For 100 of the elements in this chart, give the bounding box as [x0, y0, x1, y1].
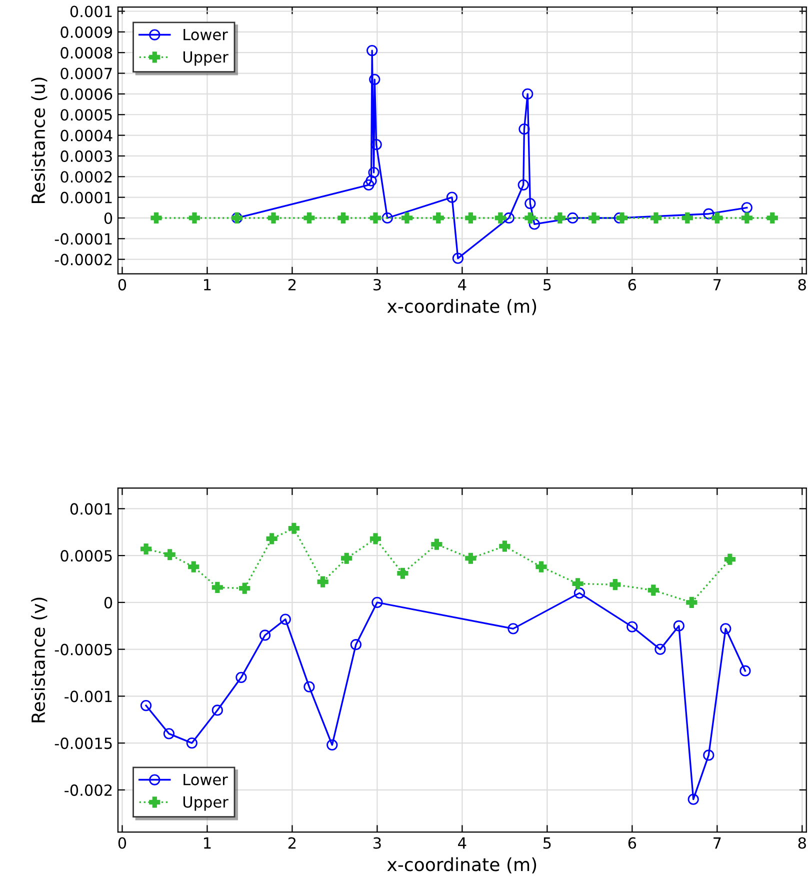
point: [372, 596, 383, 608]
y-tick-label: 0.0008: [60, 47, 112, 59]
point: [382, 212, 393, 224]
point: [140, 543, 152, 555]
point: [259, 630, 271, 641]
point: [499, 540, 510, 552]
x-tick-label: 3: [373, 278, 381, 290]
x-tick-label: 0: [118, 837, 126, 849]
point: [401, 212, 412, 224]
point: [465, 552, 476, 564]
point: [610, 579, 621, 590]
point: [688, 794, 699, 805]
y-tick-label: 0.0001: [60, 192, 112, 204]
point: [494, 212, 506, 224]
point: [712, 212, 723, 224]
point: [720, 623, 732, 634]
y-tick-label: 0.0004: [60, 130, 112, 142]
legend-label: Lower: [184, 774, 228, 786]
point: [163, 728, 175, 740]
y-tick-label: -0.0001: [54, 233, 112, 245]
x-tick-label: 0: [118, 278, 126, 290]
x-tick-label: 4: [458, 279, 466, 290]
point: [588, 212, 600, 224]
point: [626, 621, 638, 632]
point: [212, 582, 223, 593]
point: [368, 166, 380, 178]
x-tick-label: 8: [798, 278, 806, 290]
y-tick-label: 0.0005: [60, 109, 112, 121]
point: [186, 737, 198, 749]
point: [432, 212, 444, 224]
point: [341, 552, 352, 564]
point: [431, 538, 442, 550]
x-axis-title: x-coordinate (m): [387, 299, 536, 316]
point: [370, 212, 382, 224]
point: [350, 639, 362, 650]
point: [554, 212, 566, 224]
point: [288, 522, 300, 534]
point: [150, 212, 162, 224]
legend-label: Upper: [183, 51, 228, 66]
point: [188, 212, 200, 224]
y-tick-label: 0: [104, 596, 112, 608]
point: [536, 561, 547, 572]
x-tick-label: 1: [204, 279, 211, 290]
legend-label: Upper: [183, 796, 228, 811]
x-tick-label: 7: [714, 837, 721, 849]
x-axis-title: x-coordinate (m): [387, 857, 536, 874]
y-axis-title: Resistance (u): [31, 78, 48, 203]
y-tick-label: -0.0005: [54, 644, 112, 656]
point: [673, 620, 684, 632]
point: [686, 596, 698, 608]
point: [164, 549, 176, 560]
point: [366, 175, 377, 186]
x-tick-label: 6: [628, 837, 636, 849]
point: [616, 212, 628, 224]
point: [338, 212, 349, 224]
point: [465, 212, 476, 224]
point: [369, 74, 380, 86]
point: [524, 212, 536, 224]
point: [268, 212, 280, 224]
y-axis-title: Resistance (v): [31, 598, 48, 722]
legend-label: Lower: [184, 28, 228, 40]
y-tick-label: -0.0002: [54, 254, 112, 266]
x-tick-label: 3: [373, 837, 381, 849]
point: [188, 561, 200, 572]
point: [682, 212, 693, 224]
point: [567, 212, 578, 224]
point: [304, 212, 315, 224]
point: [518, 124, 530, 135]
point: [528, 218, 540, 230]
x-tick-label: 8: [798, 837, 806, 849]
y-tick-label: -0.002: [64, 784, 112, 796]
y-tick-label: 0.001: [70, 503, 112, 515]
x-tick-label: 5: [543, 837, 551, 849]
point: [266, 533, 278, 544]
point: [518, 179, 529, 190]
point: [574, 588, 586, 599]
point: [766, 212, 778, 224]
point: [648, 584, 659, 596]
point: [741, 212, 752, 224]
point: [703, 750, 714, 761]
point: [397, 568, 408, 579]
point: [370, 533, 382, 544]
point: [239, 582, 250, 594]
y-tick-label: -0.0015: [54, 738, 112, 750]
point: [524, 198, 536, 210]
point: [212, 704, 223, 716]
point: [503, 212, 514, 224]
y-tick-label: 0.0002: [60, 171, 112, 183]
point: [703, 208, 714, 220]
point: [363, 179, 374, 190]
point: [446, 192, 458, 203]
y-tick-label: 0.0003: [60, 150, 112, 162]
x-tick-label: 1: [204, 837, 211, 849]
x-tick-label: 7: [714, 279, 721, 290]
y-tick-label: 0.001: [70, 6, 112, 18]
point: [650, 212, 662, 224]
y-tick-label: 0.0005: [60, 550, 112, 562]
point: [140, 700, 152, 712]
point: [741, 202, 752, 214]
point: [370, 139, 382, 150]
